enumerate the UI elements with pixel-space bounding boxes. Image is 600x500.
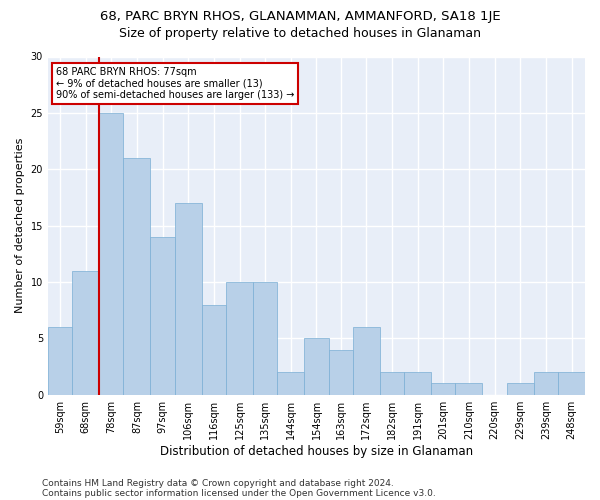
Bar	[202, 304, 226, 394]
Text: Contains public sector information licensed under the Open Government Licence v3: Contains public sector information licen…	[42, 488, 436, 498]
Bar	[558, 372, 585, 394]
Bar	[534, 372, 558, 394]
Bar	[253, 282, 277, 395]
Bar	[72, 270, 99, 394]
Bar	[431, 384, 455, 394]
Bar	[507, 384, 534, 394]
Bar	[304, 338, 329, 394]
Bar	[329, 350, 353, 395]
Bar	[226, 282, 253, 395]
Text: 68 PARC BRYN RHOS: 77sqm
← 9% of detached houses are smaller (13)
90% of semi-de: 68 PARC BRYN RHOS: 77sqm ← 9% of detache…	[56, 66, 295, 100]
Bar	[99, 113, 124, 394]
Bar	[455, 384, 482, 394]
Bar	[277, 372, 304, 394]
Text: Size of property relative to detached houses in Glanaman: Size of property relative to detached ho…	[119, 28, 481, 40]
Bar	[124, 158, 151, 394]
Text: 68, PARC BRYN RHOS, GLANAMMAN, AMMANFORD, SA18 1JE: 68, PARC BRYN RHOS, GLANAMMAN, AMMANFORD…	[100, 10, 500, 23]
X-axis label: Distribution of detached houses by size in Glanaman: Distribution of detached houses by size …	[160, 444, 473, 458]
Bar	[353, 327, 380, 394]
Bar	[48, 327, 72, 394]
Bar	[151, 237, 175, 394]
Bar	[404, 372, 431, 394]
Text: Contains HM Land Registry data © Crown copyright and database right 2024.: Contains HM Land Registry data © Crown c…	[42, 478, 394, 488]
Bar	[380, 372, 404, 394]
Bar	[175, 203, 202, 394]
Y-axis label: Number of detached properties: Number of detached properties	[15, 138, 25, 314]
